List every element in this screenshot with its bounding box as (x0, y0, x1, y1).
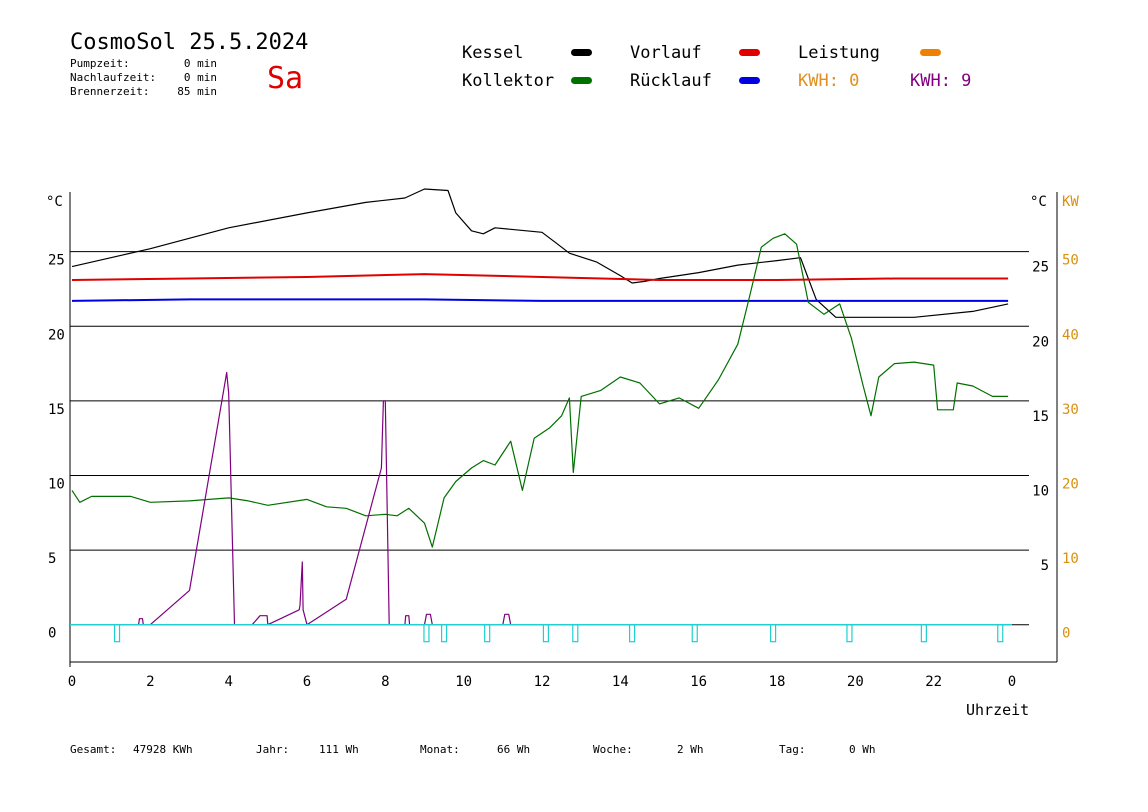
series-lines (71, 188, 1009, 626)
x-tick-label: 18 (769, 674, 786, 690)
pump-time-value: 0 min (184, 57, 217, 70)
pump-mark (997, 624, 1004, 643)
series-line-kollektor (71, 233, 1009, 548)
y-tick-label-power: 40 (1062, 327, 1079, 343)
footer-month-value: 66 Wh (497, 743, 530, 756)
x-tick-label: 14 (612, 674, 629, 690)
axes (69, 192, 1058, 667)
x-tick-label: 12 (534, 674, 551, 690)
legend-leistung-swatch (920, 49, 941, 56)
legend-ruecklauf: Rücklauf (630, 71, 712, 91)
y-tick-label-left: 5 (48, 551, 56, 567)
legend-vorlauf: Vorlauf (630, 43, 702, 63)
pump-mark (572, 624, 579, 643)
burner-time-value: 85 min (177, 85, 217, 98)
y-tick-label-power: 50 (1062, 253, 1079, 269)
pump-mark (920, 624, 927, 643)
x-tick-label: 16 (690, 674, 707, 690)
y-tick-label-right: 25 (1032, 260, 1049, 276)
legend-kwh-power: KWH: 0 (798, 71, 859, 91)
y-tick-label-right: 15 (1032, 409, 1049, 425)
legend-kessel: Kessel (462, 43, 523, 63)
legend-kollektor-swatch (571, 77, 592, 84)
y-axis-power-unit: KW (1062, 194, 1079, 210)
legend-ruecklauf-swatch (739, 77, 760, 84)
x-tick-label: 2 (146, 674, 154, 690)
series-line-kwh (72, 371, 523, 626)
y-tick-label-right: 20 (1032, 334, 1049, 350)
tick-labels: 0 2 4 6 8 10 12 14 16 18 20 22 0 0 5 10 15 20 25 5 10 15 20 25 0… (48, 253, 1079, 690)
y-tick-label-power: 0 (1062, 626, 1070, 642)
pump-mark (769, 624, 777, 643)
chart-title: CosmoSol 25.5.2024 (70, 30, 308, 55)
pump-time-label: Pumpzeit: (70, 57, 130, 70)
pump-mark (628, 624, 636, 643)
y-tick-label-power: 20 (1062, 476, 1079, 492)
x-axis-label: Uhrzeit (966, 701, 1029, 719)
y-tick-label-right: 5 (1041, 558, 1049, 574)
legend-vorlauf-swatch (739, 49, 760, 56)
footer-year-value: 111 Wh (319, 743, 359, 756)
legend-kessel-swatch (571, 49, 592, 56)
y-tick-label-left: 15 (48, 402, 65, 418)
x-tick-label: 10 (455, 674, 472, 690)
footer-week-label: Woche: (593, 743, 633, 756)
burner-time-label: Brennerzeit: (70, 85, 149, 98)
y-tick-label-left: 10 (48, 476, 65, 492)
series-line-rcklauf (71, 298, 1009, 302)
pump-mark (440, 624, 448, 643)
y-tick-label-left: 0 (48, 626, 56, 642)
y-axis-right-unit: °C (1030, 194, 1047, 210)
footer-year-label: Jahr: (256, 743, 289, 756)
y-tick-label-left: 25 (48, 253, 65, 269)
after-run-time-label: Nachlaufzeit: (70, 71, 156, 84)
series-line-kessel (71, 188, 1009, 318)
y-tick-label-right: 10 (1032, 483, 1049, 499)
x-tick-label: 6 (303, 674, 311, 690)
x-tick-label: 8 (381, 674, 389, 690)
footer-total-value: 47928 KWh (133, 743, 193, 756)
y-axis-left-unit: °C (46, 194, 63, 210)
y-tick-label-left: 20 (48, 327, 65, 343)
pump-marks (70, 623, 1012, 643)
legend-leistung: Leistung (798, 43, 880, 63)
pump-mark (113, 624, 121, 643)
pump-mark (846, 624, 853, 643)
pump-mark (542, 624, 550, 643)
legend-kwh-energy: KWH: 9 (910, 71, 971, 91)
x-tick-label: 0 (1008, 674, 1016, 690)
weekday-label: Sa (267, 61, 303, 96)
after-run-time-value: 0 min (184, 71, 217, 84)
x-tick-label: 4 (224, 674, 232, 690)
y-tick-label-power: 10 (1062, 551, 1079, 567)
grid-lines (70, 251, 1029, 626)
legend-kollektor: Kollektor (462, 71, 554, 91)
x-tick-label: 22 (925, 674, 942, 690)
footer-month-label: Monat: (420, 743, 460, 756)
y-tick-label-power: 30 (1062, 402, 1079, 418)
series-line-vorlauf (71, 273, 1009, 281)
footer-day-label: Tag: (779, 743, 806, 756)
footer-week-value: 2 Wh (677, 743, 704, 756)
pump-mark (484, 624, 491, 643)
footer-day-value: 0 Wh (849, 743, 876, 756)
footer-total-label: Gesamt: (70, 743, 116, 756)
x-tick-label: 0 (68, 674, 76, 690)
pump-mark (423, 624, 430, 643)
pump-mark (691, 624, 698, 643)
x-tick-label: 20 (847, 674, 864, 690)
